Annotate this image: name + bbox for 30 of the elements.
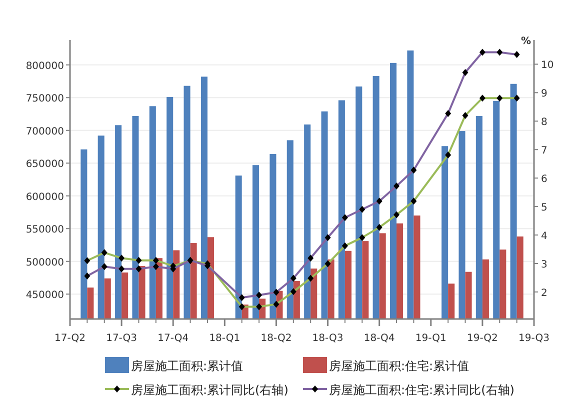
y2-tick-label: 5	[541, 202, 548, 214]
y-tick-label: 450000	[26, 290, 64, 302]
x-tick-label: 19-Q2	[466, 333, 498, 344]
x-tick-label: 17-Q4	[158, 333, 189, 344]
y-tick-label: 700000	[26, 126, 64, 138]
y-tick-label: 550000	[26, 224, 64, 236]
x-tick-label: 18-Q4	[364, 333, 395, 344]
y2-axis-title: %	[520, 36, 531, 47]
y-tick-label: 500000	[26, 257, 64, 268]
y2-tick-label: 3	[541, 259, 548, 270]
y-tick-label: 600000	[26, 192, 64, 203]
y-tick-label: 750000	[26, 94, 64, 105]
y2-tick-label: 9	[541, 88, 548, 100]
x-tick-label: 18-Q1	[209, 333, 240, 344]
y2-tick-label: 7	[541, 146, 548, 157]
x-tick-label: 17-Q3	[106, 333, 138, 344]
x-tick-label: 18-Q2	[260, 333, 292, 344]
y2-tick-label: 10	[541, 60, 554, 72]
y2-tick-label: 2	[541, 288, 548, 299]
y2-tick-label: 6	[541, 174, 548, 186]
y-tick-label: 800000	[26, 60, 64, 72]
legend-label: 房屋施工面积:累计值	[131, 359, 244, 373]
x-tick-label: 18-Q3	[312, 333, 344, 344]
x-tick-label: 19-Q1	[415, 333, 446, 344]
legend-label: 房屋施工面积:住宅:累计值	[329, 359, 470, 373]
x-tick-label: 17-Q2	[54, 333, 86, 344]
y2-tick-label: 8	[541, 117, 548, 128]
y2-tick-label: 4	[541, 231, 548, 242]
y-tick-label: 650000	[26, 159, 64, 170]
x-tick-label: 19-Q3	[518, 333, 550, 344]
